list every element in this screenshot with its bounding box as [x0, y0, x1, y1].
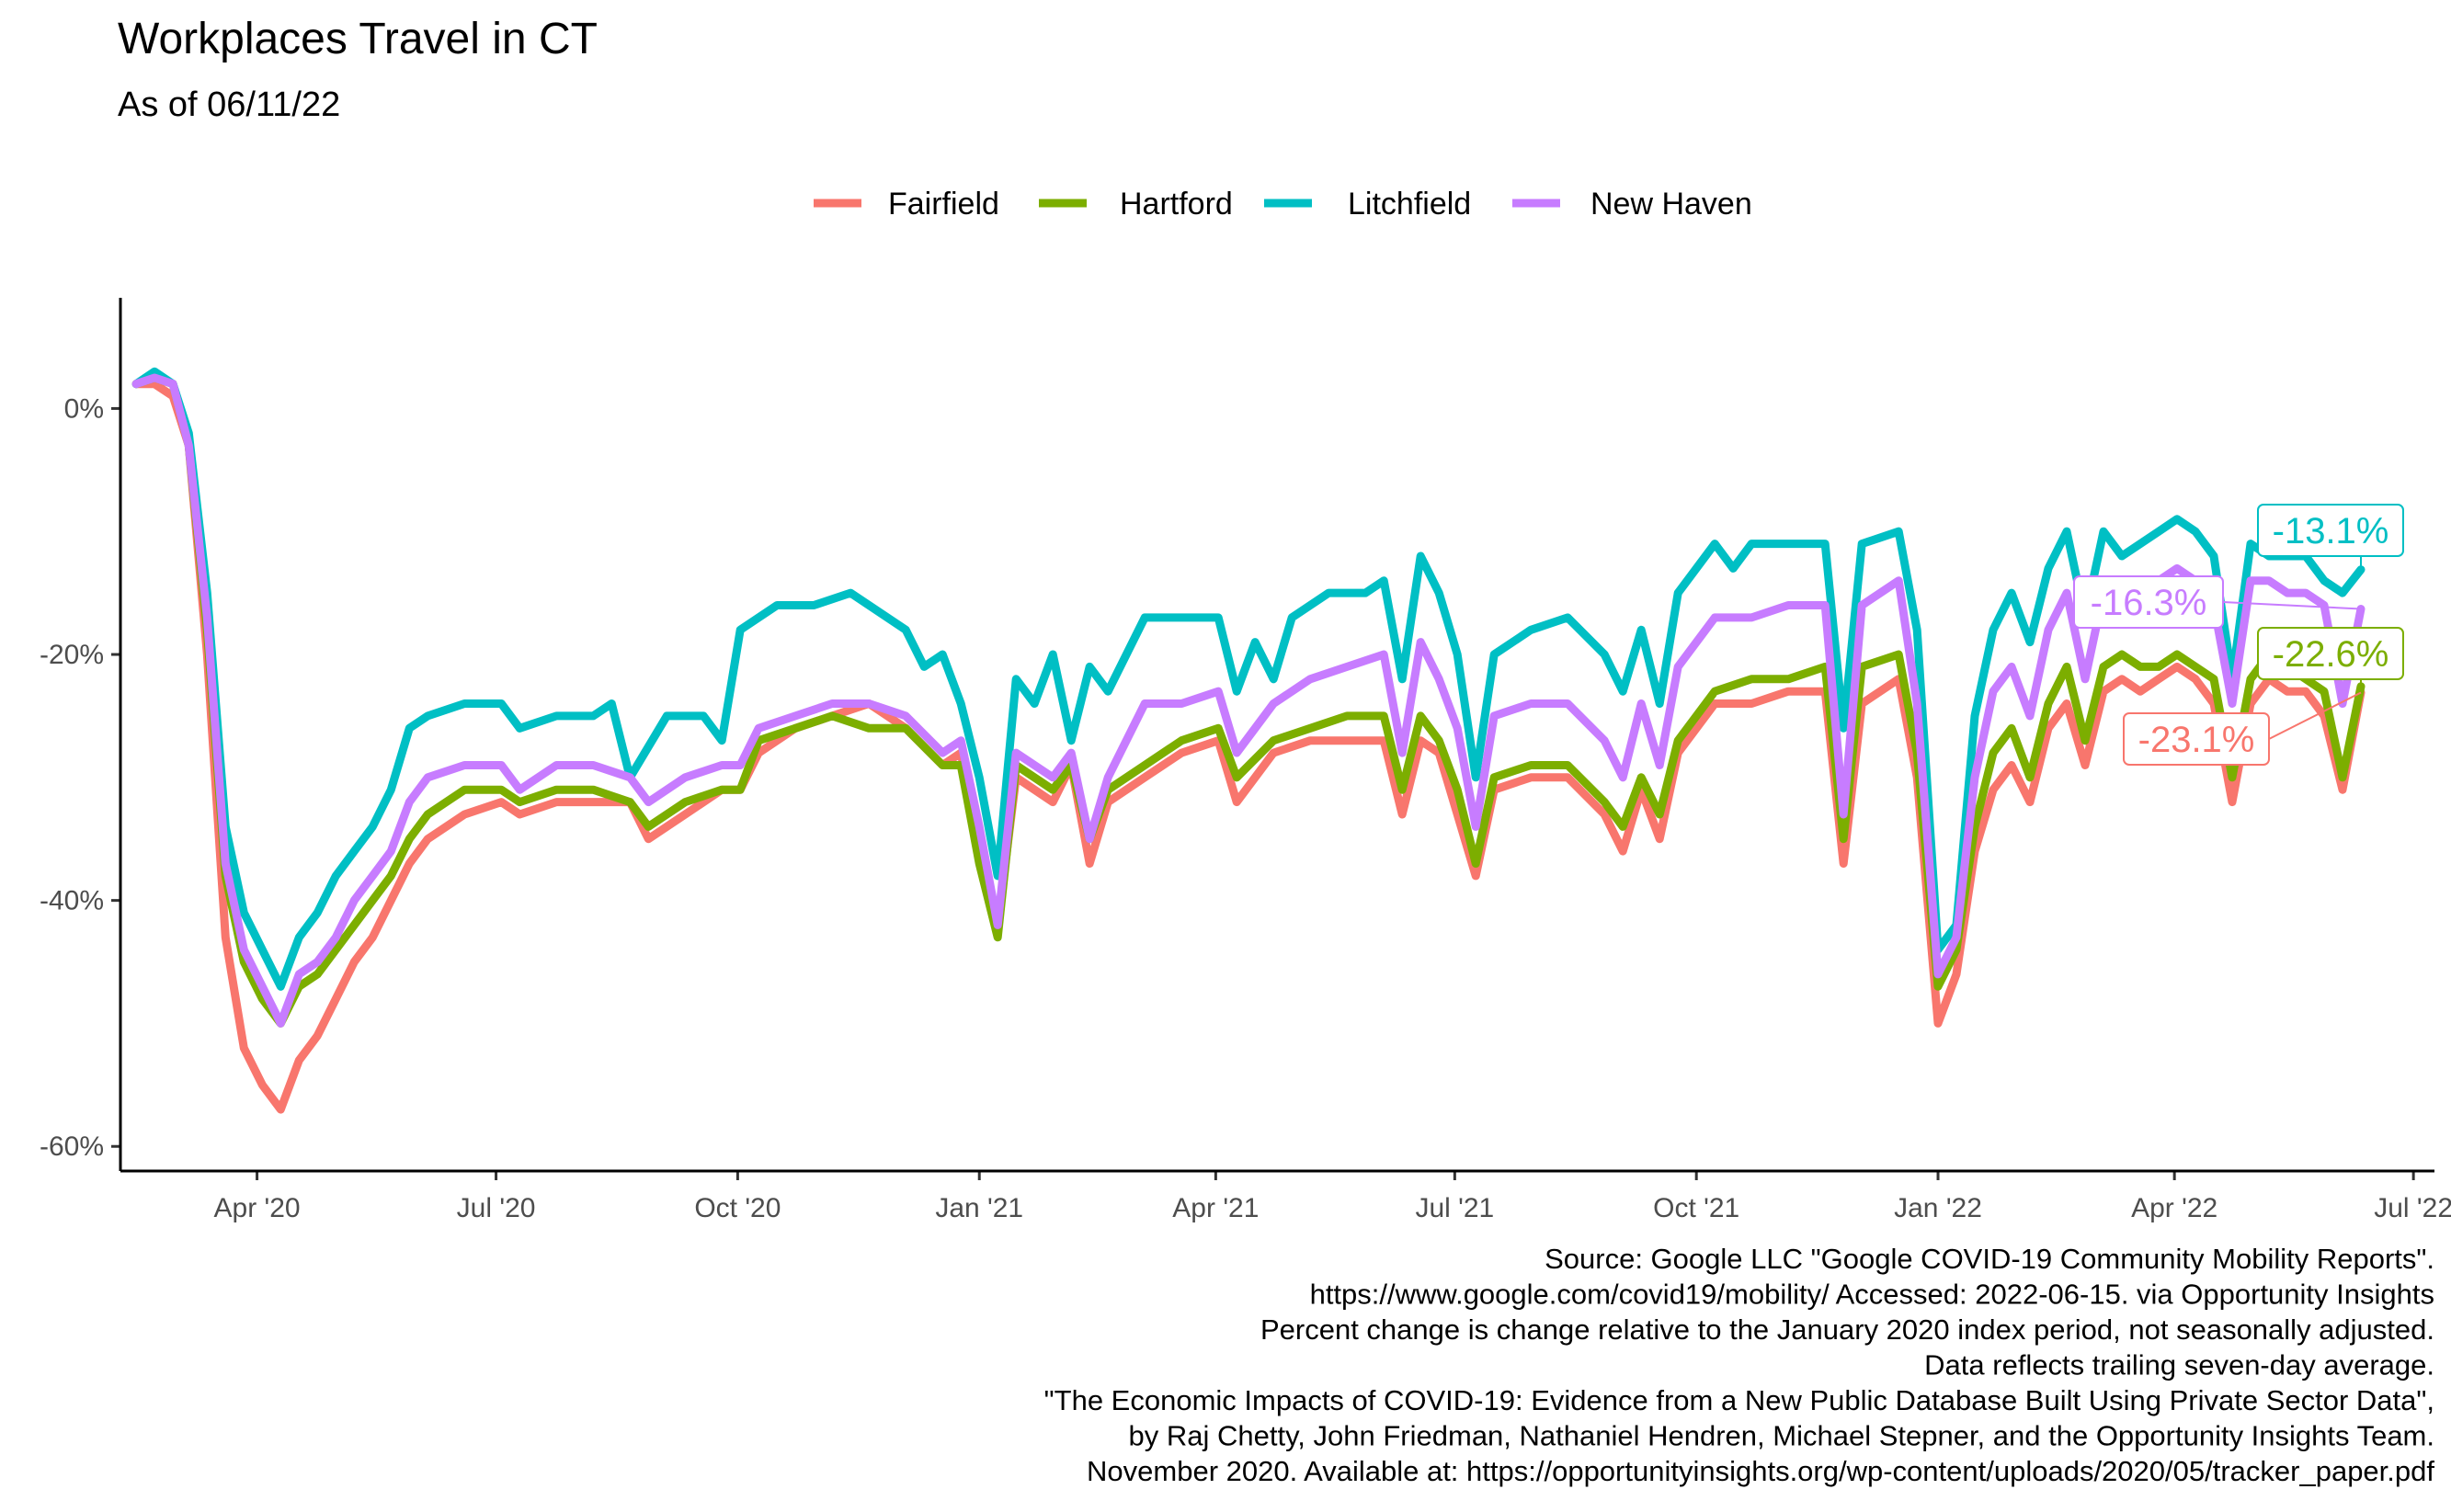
- end-label-box: [2257, 627, 2404, 680]
- end-label-box: [2073, 575, 2224, 629]
- x-tick-label: Jul '22: [2374, 1193, 2451, 1223]
- y-axis-ticks: 0% -20% -40% -60%: [40, 393, 120, 1162]
- source-caption: Source: Google LLC "Google COVID-19 Comm…: [1044, 1243, 2435, 1487]
- end-labels: -23.1% -22.6% -13.1% -16.3%: [2073, 504, 2404, 766]
- x-tick-label: Apr '22: [2131, 1193, 2217, 1223]
- chart-title: Workplaces Travel in CT: [118, 15, 598, 63]
- series-line-litchfield: [131, 367, 2366, 991]
- x-axis-ticks: Apr '20 Jul '20 Oct '20 Jan '21 Apr '21 Jul '…: [214, 1171, 2451, 1223]
- end-label-hartford: -22.6%: [2273, 634, 2389, 675]
- x-tick-label: Jan '22: [1894, 1193, 1982, 1223]
- x-tick-label: Apr '20: [214, 1193, 301, 1223]
- caption-line: "The Economic Impacts of COVID-19: Evide…: [1044, 1384, 2434, 1416]
- caption-line: https://www.google.com/covid19/mobility/…: [1310, 1279, 2434, 1311]
- x-tick-label: Oct '21: [1653, 1193, 1739, 1223]
- y-tick-label: -40%: [40, 886, 104, 916]
- end-label-connector: [2222, 601, 2362, 610]
- end-label-new-haven: -16.3%: [2091, 583, 2207, 623]
- legend-label: Fairfield: [888, 187, 999, 222]
- legend-label: Litchfield: [1348, 187, 1471, 222]
- caption-line: November 2020. Available at: https://opp…: [1087, 1455, 2434, 1487]
- legend-label: Hartford: [1120, 187, 1233, 222]
- series-line-hartford: [131, 373, 2366, 1028]
- end-label-litchfield: -13.1%: [2273, 511, 2389, 551]
- legend: Fairfield Hartford Litchfield New Haven: [814, 187, 1752, 222]
- series-line-fairfield: [131, 380, 2366, 1114]
- series-line-new-haven: [131, 373, 2366, 1028]
- y-tick-label: -60%: [40, 1131, 104, 1162]
- caption-line: Percent change is change relative to the…: [1260, 1313, 2434, 1346]
- x-tick-label: Jan '21: [935, 1193, 1023, 1223]
- chart-subtitle: As of 06/11/22: [118, 85, 340, 124]
- y-tick-label: -20%: [40, 640, 104, 670]
- y-tick-label: 0%: [64, 393, 104, 424]
- x-tick-label: Oct '20: [694, 1193, 781, 1223]
- end-label-fairfield: -23.1%: [2138, 720, 2255, 760]
- caption-line: Data reflects trailing seven-day average…: [1924, 1349, 2434, 1381]
- legend-label: New Haven: [1590, 187, 1752, 222]
- end-label-box: [2123, 712, 2270, 766]
- caption-line: Source: Google LLC "Google COVID-19 Comm…: [1545, 1243, 2434, 1275]
- end-label-connector: [2268, 691, 2362, 740]
- series-lines: [131, 367, 2366, 1114]
- caption-line: by Raj Chetty, John Friedman, Nathaniel …: [1129, 1420, 2434, 1452]
- end-label-box: [2257, 504, 2404, 557]
- x-tick-label: Jul '20: [457, 1193, 536, 1223]
- x-tick-label: Apr '21: [1172, 1193, 1259, 1223]
- x-tick-label: Jul '21: [1415, 1193, 1494, 1223]
